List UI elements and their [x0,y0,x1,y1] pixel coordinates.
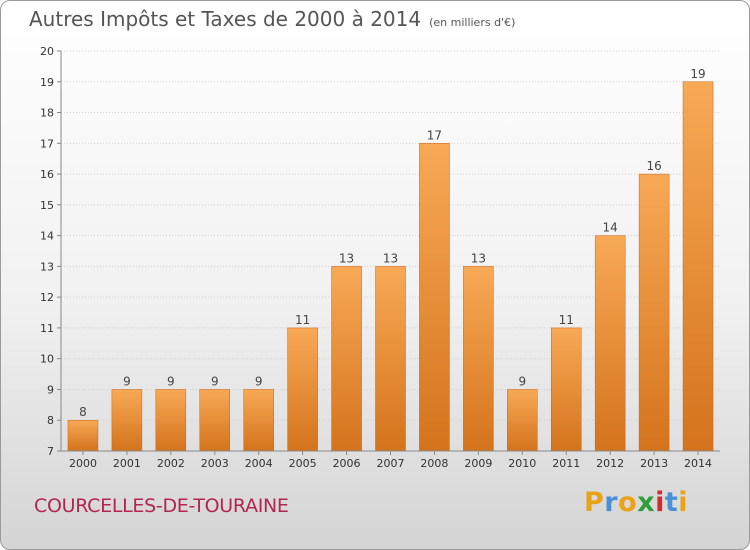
y-tick-label: 10 [40,353,54,366]
x-tick-label-2010: 2010 [508,457,536,470]
data-label-2001: 9 [123,374,131,388]
y-tick-label: 9 [47,383,54,396]
bar-2012 [594,235,626,452]
data-label-2006: 13 [339,251,354,265]
data-label-2003: 9 [211,374,219,388]
proxiti-logo: Proxiti [584,487,688,518]
x-tick-label-2003: 2003 [201,457,229,470]
data-label-2014: 19 [690,67,705,81]
y-tick-label: 16 [40,168,54,181]
logo-letter: o [618,487,638,518]
logo-letter: i [655,487,665,518]
bar-2009 [463,266,494,452]
y-tick-label: 18 [40,107,54,120]
logo-letter: P [584,487,605,518]
y-tick-label: 20 [40,45,54,58]
data-label-2012: 14 [603,221,618,235]
x-tick-label-2001: 2001 [113,457,141,470]
data-label-2011: 11 [559,313,574,327]
x-tick-label-2007: 2007 [377,457,405,470]
data-label-2007: 13 [383,251,398,265]
data-label-2000: 8 [79,405,87,419]
logo-letter: t [664,487,679,518]
axes: 7 8 9 10 11 12 13 14 15 16 17 18 19 20 2000 2001 2002 200… [40,45,720,470]
x-tick-label-2011: 2011 [552,457,580,470]
bar-2005 [287,327,318,452]
x-tick-label-2009: 2009 [464,457,492,470]
chart-title: Autres Impôts et Taxes de 2000 à 2014 (en… [29,7,515,31]
y-tick-label: 17 [40,137,54,150]
bar-2006 [331,266,362,452]
bars: 8 9 9 9 9 11 13 13 17 13 9 11 14 16 19 [67,67,714,452]
y-tick-label: 11 [40,322,54,335]
bar-2002 [155,389,187,452]
x-tick-label-2012: 2012 [596,457,624,470]
x-tick-label-2014: 2014 [684,457,712,470]
x-tick-label-2013: 2013 [640,457,668,470]
bar-2003 [199,389,231,452]
y-tick-label: 19 [40,76,54,89]
data-label-2008: 17 [427,128,442,142]
bar-2014 [682,81,714,452]
data-label-2002: 9 [167,374,175,388]
title-text: Autres Impôts et Taxes de 2000 à 2014 [29,7,422,31]
y-tick-label: 12 [40,291,54,304]
x-tick-label-2004: 2004 [245,457,273,470]
y-tick-label: 13 [40,260,54,273]
y-tick-label: 15 [40,199,54,212]
x-tick-label-2000: 2000 [69,457,97,470]
commune-name: COURCELLES-DE-TOURAINE [34,495,289,517]
logo-letter: r [604,487,619,518]
x-tick-label-2006: 2006 [333,457,361,470]
x-tick-label-2005: 2005 [289,457,317,470]
y-tick-label: 7 [47,445,54,458]
unit-label: (en milliers d'€) [429,16,516,29]
x-tick-label-2008: 2008 [420,457,448,470]
bar-2000 [67,419,99,452]
logo-letter: i [678,487,689,518]
data-label-2009: 13 [471,251,486,265]
bar-2001 [111,389,143,452]
x-tick-label-2002: 2002 [157,457,185,470]
data-label-2004: 9 [255,374,263,388]
bar-2011 [550,327,582,452]
data-label-2013: 16 [646,159,661,173]
data-label-2010: 9 [518,374,526,388]
logo-letter: x [637,487,656,518]
bar-2008 [419,143,450,452]
bar-2004 [243,389,274,452]
y-tick-label: 14 [40,230,54,243]
bar-2007 [375,266,406,452]
data-label-2005: 11 [295,313,310,327]
bar-2013 [638,173,670,452]
y-tick-label: 8 [47,414,54,427]
bar-2010 [507,389,538,452]
